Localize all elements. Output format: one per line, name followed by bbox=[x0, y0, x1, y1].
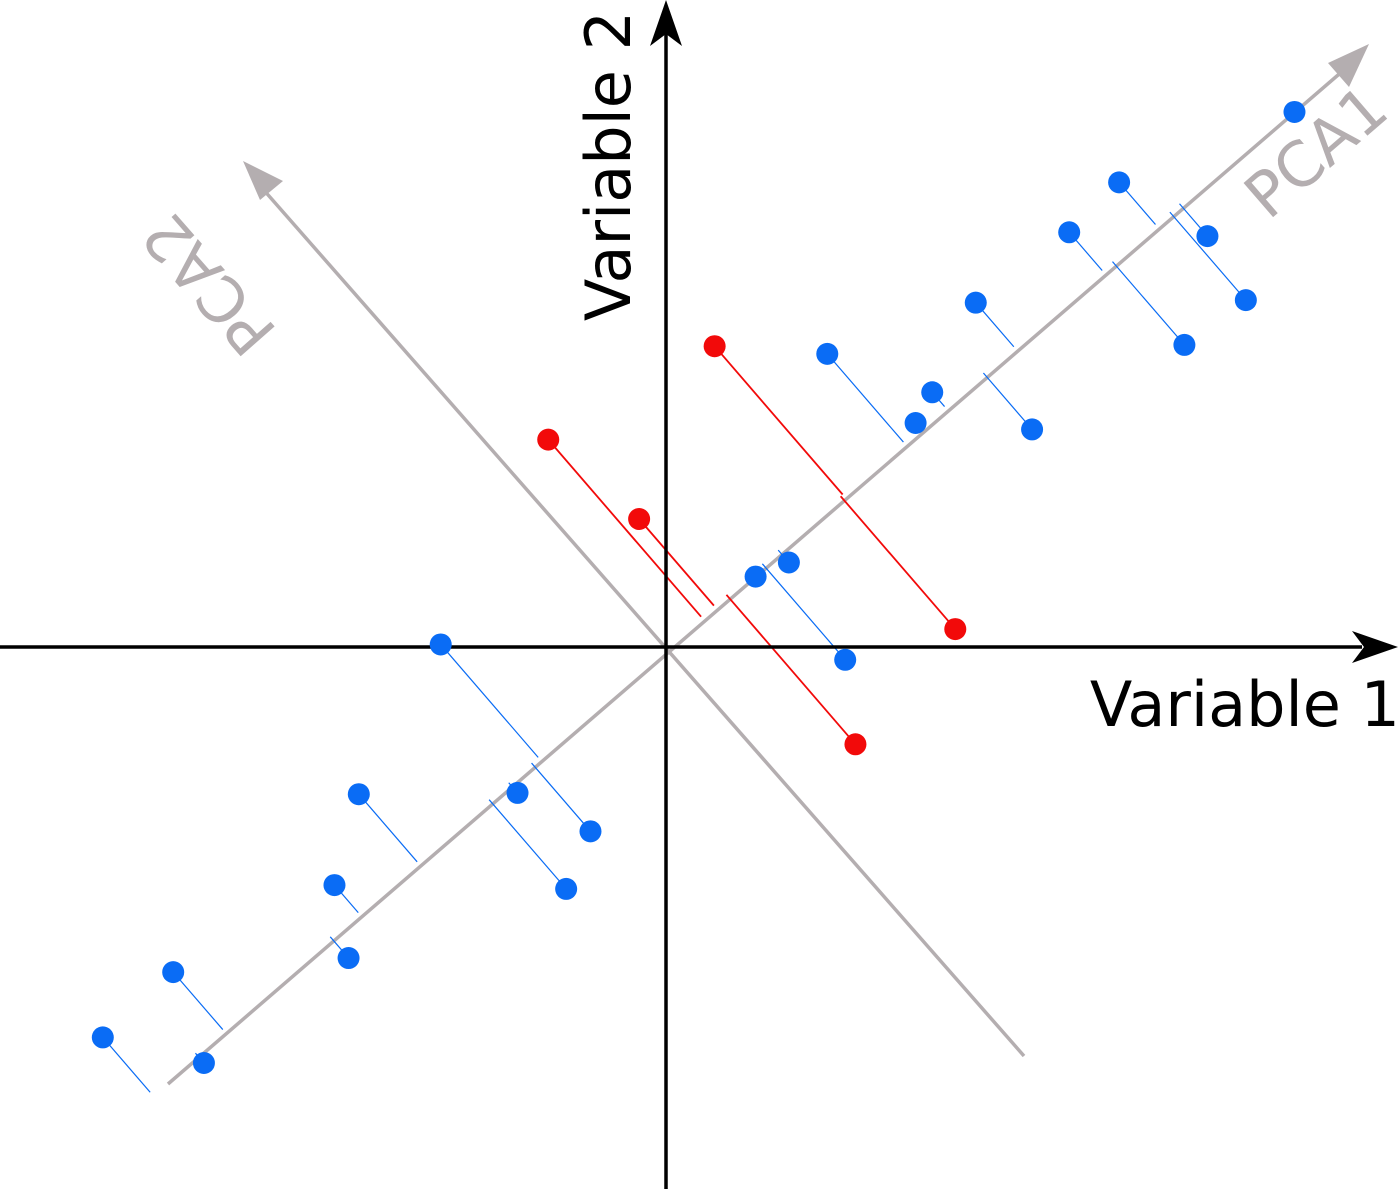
inlier-point bbox=[192, 1052, 215, 1074]
inlier-point bbox=[506, 781, 529, 804]
outlier-projection-line bbox=[547, 439, 702, 618]
inlier-point bbox=[816, 342, 839, 365]
inlier-point bbox=[777, 551, 800, 574]
inlier-projection-line bbox=[440, 644, 539, 758]
inlier-point bbox=[337, 947, 360, 970]
inlier-point bbox=[834, 648, 857, 671]
inlier-point bbox=[162, 961, 185, 984]
inlier-point bbox=[964, 291, 987, 314]
inlier-point bbox=[1234, 289, 1257, 312]
projection-lines bbox=[102, 107, 1295, 1093]
inlier-point bbox=[1108, 171, 1131, 194]
inlier-point bbox=[1173, 333, 1196, 356]
outlier-point bbox=[628, 508, 651, 530]
inlier-point bbox=[744, 565, 767, 588]
inlier-projection-line bbox=[982, 372, 1033, 430]
inlier-point bbox=[347, 783, 370, 806]
inlier-point bbox=[1196, 225, 1219, 248]
outlier-point bbox=[703, 335, 726, 358]
y-axis-label: Variable 2 bbox=[572, 11, 645, 321]
inlier-projection-line bbox=[761, 563, 846, 661]
x-axis-label: Variable 1 bbox=[1090, 668, 1400, 741]
outlier-point bbox=[844, 733, 867, 756]
inlier-projection-line bbox=[358, 793, 418, 863]
inlier-point bbox=[91, 1026, 114, 1049]
pca-axes bbox=[166, 44, 1369, 1086]
outlier-point bbox=[944, 618, 967, 641]
inlier-point bbox=[1021, 418, 1044, 441]
data-points bbox=[91, 100, 1306, 1074]
inlier-projection-line bbox=[531, 762, 591, 832]
outlier-projection-line bbox=[839, 495, 956, 630]
outlier-projection-line bbox=[725, 594, 857, 745]
outlier-point bbox=[537, 428, 560, 451]
pca1-arrowhead bbox=[1328, 44, 1369, 87]
outlier-projection-line bbox=[638, 518, 715, 607]
outlier-projection-line bbox=[713, 345, 844, 496]
inlier-point bbox=[555, 877, 578, 900]
inlier-projection-line bbox=[826, 353, 904, 443]
inlier-point bbox=[323, 874, 346, 897]
inlier-projection-line bbox=[1112, 261, 1185, 346]
inlier-point bbox=[921, 381, 944, 404]
inlier-point bbox=[904, 412, 927, 434]
inlier-projection-line bbox=[172, 971, 224, 1030]
inlier-point bbox=[579, 820, 602, 843]
inlier-point bbox=[1283, 100, 1306, 123]
inlier-projection-line bbox=[488, 799, 567, 890]
y-axis-arrowhead bbox=[650, 0, 682, 46]
inlier-point bbox=[429, 633, 452, 656]
pca2-arrowhead bbox=[243, 161, 283, 200]
inlier-point bbox=[1058, 221, 1081, 244]
inlier-projection-line bbox=[1169, 211, 1247, 301]
pca2-axis-line bbox=[260, 186, 1026, 1058]
inlier-projection-line bbox=[102, 1037, 151, 1093]
pca2-label: PCA2 bbox=[128, 199, 290, 369]
x-axis-arrowhead bbox=[1352, 631, 1398, 663]
